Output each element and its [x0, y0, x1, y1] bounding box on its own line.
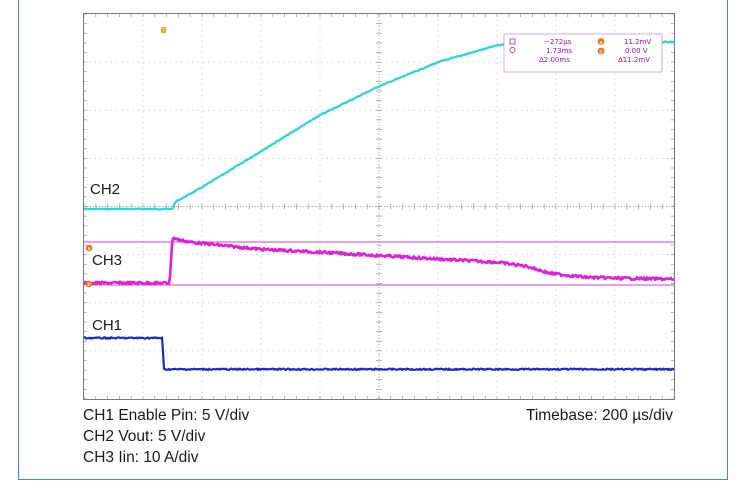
cursor-a-badge-icon [597, 38, 605, 45]
cursor-b-badge-icon [597, 47, 605, 55]
ch1-label: CH1 [92, 317, 122, 334]
ch2-scale-caption: CH2 Vout: 5 V/div [83, 428, 206, 445]
cursor2-time: 1.73ms [546, 47, 572, 55]
cursor-a-value: 11.2mV [624, 38, 651, 46]
cursor-a-badge-letter: a [599, 40, 602, 46]
cursor-lines [84, 241, 674, 286]
cursor-a-marker: a [85, 244, 93, 252]
trigger-letter: T [161, 28, 165, 34]
trace-ch3 [84, 236, 674, 286]
cursor-b-marker-letter: b [87, 282, 90, 288]
delta-value: Δ11.2mV [618, 56, 650, 64]
cursor-b-marker: b [85, 280, 93, 288]
delta-time: Δ2.00ms [539, 56, 570, 64]
ch3-scale-caption: CH3 Iin: 10 A/div [83, 449, 199, 466]
cursor2-circle-icon [509, 47, 516, 53]
caption-block: CH1 Enable Pin: 5 V/div CH2 Vout: 5 V/di… [83, 405, 675, 468]
cursor1-time: −272µs [544, 38, 572, 46]
ch1-scale-caption: CH1 Enable Pin: 5 V/div [83, 407, 250, 424]
trace-ch1 [84, 336, 674, 372]
cursor1-square-icon [509, 38, 516, 45]
ch2-label: CH2 [90, 181, 120, 198]
cursor-a-marker-letter: a [87, 246, 90, 252]
measurement-box: −272µs 1.73ms Δ2.00ms a b 11.2mV 0.00 V … [503, 33, 663, 73]
ch3-label: CH3 [92, 252, 122, 269]
oscilloscope-screen: CH2 CH3 CH1 −272µs 1.73ms Δ2.00ms a b 11… [83, 13, 675, 400]
trigger-marker: T [161, 27, 166, 34]
timebase-caption: Timebase: 200 µs/div [525, 407, 673, 424]
scope-plot: CH2 CH3 CH1 −272µs 1.73ms Δ2.00ms a b 11… [84, 14, 674, 399]
cursor-b-value: 0.00 V [625, 47, 648, 55]
cursor-b-badge-letter: b [599, 49, 602, 55]
